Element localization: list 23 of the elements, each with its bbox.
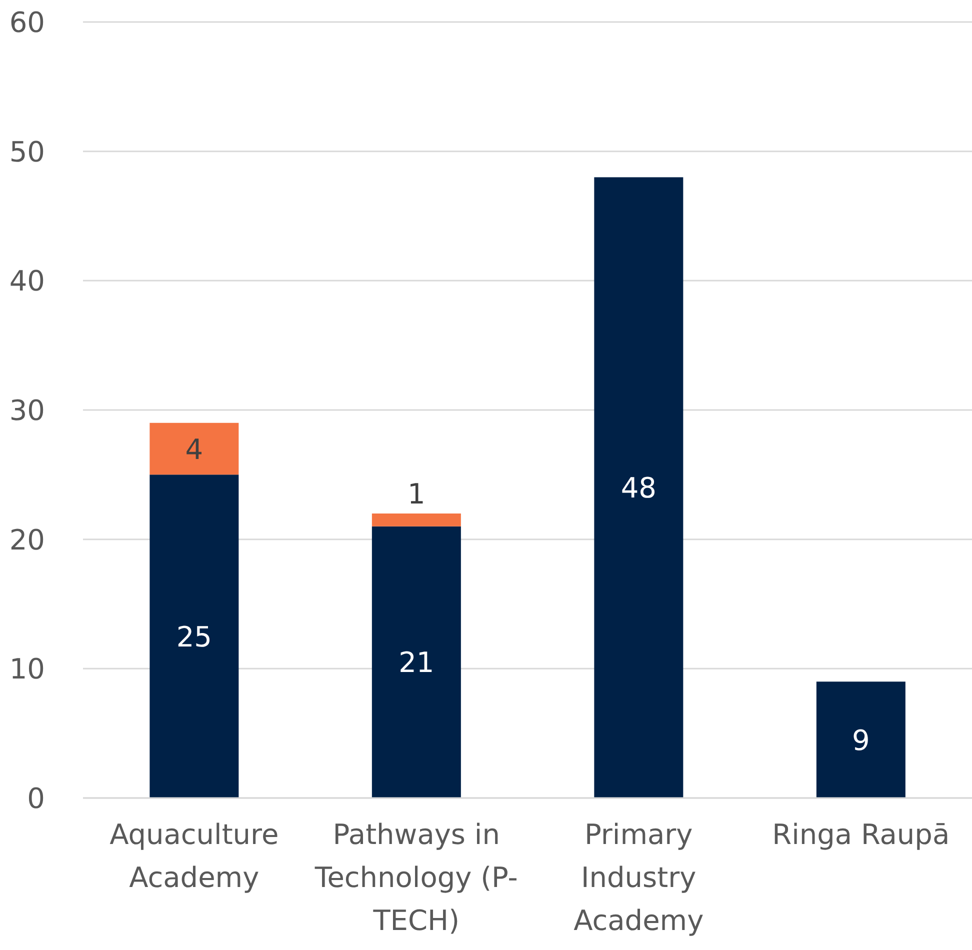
data-label: 21 — [398, 646, 434, 680]
bar — [372, 513, 461, 526]
bar — [594, 177, 684, 798]
bar — [816, 682, 906, 798]
bar — [150, 474, 239, 798]
bar — [372, 526, 461, 798]
y-tick-label: 30 — [9, 394, 45, 427]
y-tick-label: 0 — [27, 782, 45, 815]
x-tick-label: Pathways in Technology (P-TECH) — [314, 818, 518, 937]
y-tick-label: 40 — [9, 264, 45, 298]
y-tick-label: 20 — [9, 523, 45, 556]
y-tick-label: 10 — [9, 652, 45, 686]
data-label: 4 — [185, 432, 204, 466]
y-tick-label: 50 — [9, 135, 45, 168]
data-label: 1 — [408, 477, 426, 510]
x-tick-label: Ringa Raupā — [772, 818, 950, 851]
x-tick-label: Aquaculture Academy — [110, 818, 279, 894]
data-label: 9 — [852, 724, 870, 757]
data-label: 25 — [176, 620, 212, 654]
data-label: 48 — [620, 472, 656, 505]
y-tick-label: 60 — [9, 6, 45, 39]
x-tick-label: Primary Industry Academy — [574, 818, 704, 937]
bar — [150, 422, 239, 475]
